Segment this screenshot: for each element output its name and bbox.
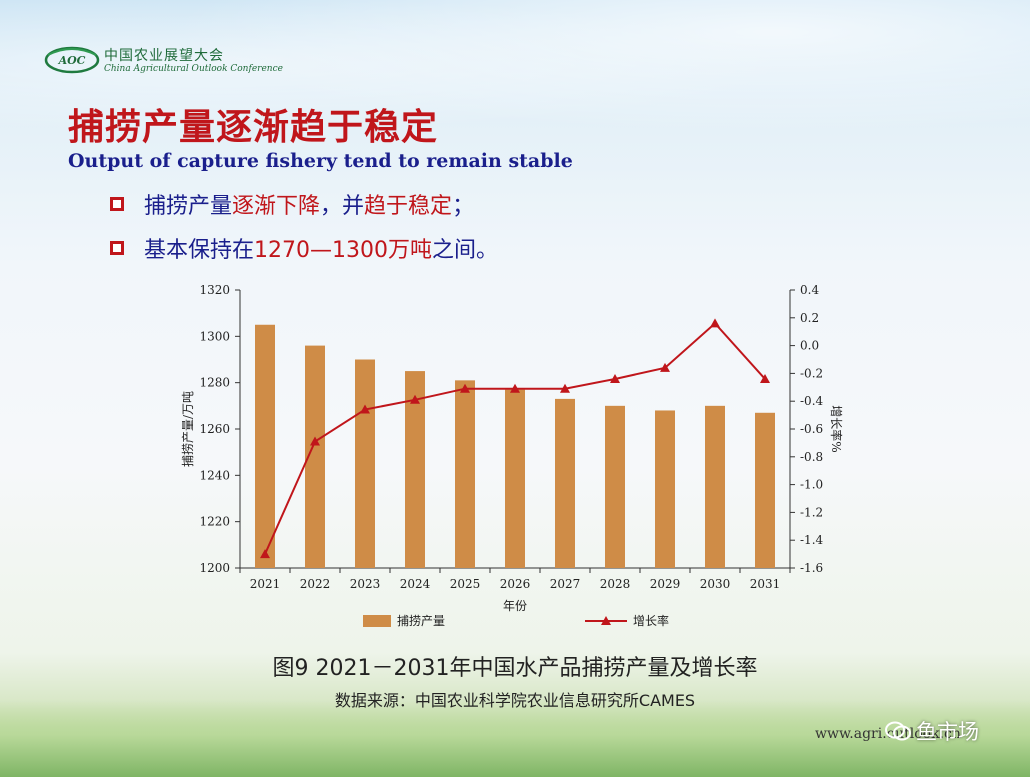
logo-english-name: China Agricultural Outlook Conference (104, 64, 283, 74)
y-tick-label-left: 1200 (199, 561, 230, 575)
y-tick-label-right: -1.4 (800, 533, 824, 547)
logo-chinese-name: 中国农业展望大会 (104, 48, 224, 64)
legend-swatch-bar (363, 615, 391, 627)
growth-rate-point-2024 (410, 394, 420, 404)
bar-2028 (605, 405, 625, 568)
x-tick-label: 2029 (650, 577, 681, 591)
slide-title-chinese: 捕捞产量逐渐趋于稳定 (68, 107, 439, 148)
x-tick-label: 2027 (550, 577, 581, 591)
bar-2031 (755, 412, 775, 568)
bar-2026 (505, 389, 525, 568)
y-axis-label-left: 捕捞产量/万吨 (180, 391, 195, 467)
checkbox-square-icon (110, 197, 124, 211)
bullet-2-part-2: 1270—1300万吨 (254, 238, 432, 263)
checkbox-square-icon (110, 241, 124, 255)
legend-label-bar: 捕捞产量 (397, 613, 445, 628)
bar-2025 (455, 380, 475, 568)
y-tick-label-right: -0.2 (800, 366, 823, 380)
y-tick-label-left: 1320 (199, 283, 230, 297)
growth-rate-point-2023 (360, 404, 370, 414)
growth-rate-point-2031 (760, 373, 770, 383)
data-source: 数据来源：中国农业科学院农业信息研究所CAMES (334, 691, 696, 710)
growth-rate-point-2025 (460, 383, 470, 393)
x-tick-label: 2025 (450, 577, 481, 591)
bar-2030 (705, 405, 725, 568)
slide-title-english: Output of capture fishery tend to remain… (68, 150, 573, 172)
y-tick-label-right: -0.4 (800, 394, 824, 408)
x-tick-label: 2021 (250, 577, 281, 591)
y-tick-label-right: 0.0 (800, 339, 819, 353)
y-tick-label-right: -0.6 (800, 422, 823, 436)
x-tick-label: 2031 (750, 577, 781, 591)
bar-2027 (555, 398, 575, 568)
bullet-1-part-1: 捕捞产量 (144, 194, 233, 219)
bar-2021 (255, 324, 275, 568)
figure-caption: 图9 2021－2031年中国水产品捕捞产量及增长率 (272, 656, 758, 681)
bullet-1-part-2: 逐渐下降 (232, 194, 321, 219)
x-tick-label: 2022 (300, 577, 331, 591)
bullet-point-2: 基本保持在 1270—1300万吨 之间。 (110, 232, 498, 264)
bullet-1-part-4: 趋于稳定 (364, 194, 453, 219)
watermark-text: 鱼市场 (916, 720, 979, 744)
y-tick-label-right: -0.8 (800, 450, 823, 464)
wechat-icon (885, 721, 911, 741)
growth-rate-point-2021 (260, 549, 270, 559)
bullet-2-part-1: 基本保持在 (144, 238, 255, 263)
y-tick-label-left: 1280 (199, 376, 230, 390)
y-tick-label-right: -1.2 (800, 505, 823, 519)
bar-2023 (355, 359, 375, 568)
x-tick-label: 2028 (600, 577, 631, 591)
x-tick-label: 2026 (500, 577, 531, 591)
x-axis-label: 年份 (503, 599, 527, 613)
legend-label-line: 增长率 (633, 613, 669, 628)
x-tick-label: 2023 (350, 577, 381, 591)
bullet-1-part-3: ，并 (320, 194, 365, 219)
growth-rate-point-2026 (510, 383, 520, 393)
bullet-1-part-5: ； (452, 194, 475, 219)
x-tick-label: 2024 (400, 577, 431, 591)
y-tick-label-left: 1300 (199, 329, 230, 343)
bullet-2-part-3: 之间。 (432, 238, 499, 263)
bullet-point-1: 捕捞产量 逐渐下降 ，并 趋于稳定； (110, 188, 474, 220)
growth-rate-point-2022 (310, 436, 320, 446)
y-tick-label-left: 1260 (199, 422, 230, 436)
logo-abbreviation: AOC (58, 54, 86, 67)
y-tick-label-right: 0.2 (800, 311, 819, 325)
watermark: 鱼市场 (884, 716, 979, 746)
legend-marker-line (601, 616, 611, 625)
x-tick-label: 2030 (700, 577, 731, 591)
grass-background (0, 700, 1030, 777)
y-tick-label-right: 0.4 (800, 283, 819, 297)
bar-2029 (655, 410, 675, 568)
y-tick-label-right: -1.0 (800, 478, 823, 492)
growth-rate-point-2029 (660, 362, 670, 372)
bar-2022 (305, 345, 325, 568)
aoc-logo-icon: AOC (44, 46, 100, 74)
y-tick-label-left: 1220 (199, 515, 230, 529)
bar-2024 (405, 371, 425, 568)
y-tick-label-right: -1.6 (800, 561, 823, 575)
y-axis-label-right: 增长率% (829, 405, 844, 452)
growth-rate-point-2028 (610, 373, 620, 383)
sky-background (0, 0, 1030, 160)
y-tick-label-left: 1240 (199, 468, 230, 482)
growth-rate-point-2030 (710, 318, 720, 328)
growth-rate-point-2027 (560, 383, 570, 393)
